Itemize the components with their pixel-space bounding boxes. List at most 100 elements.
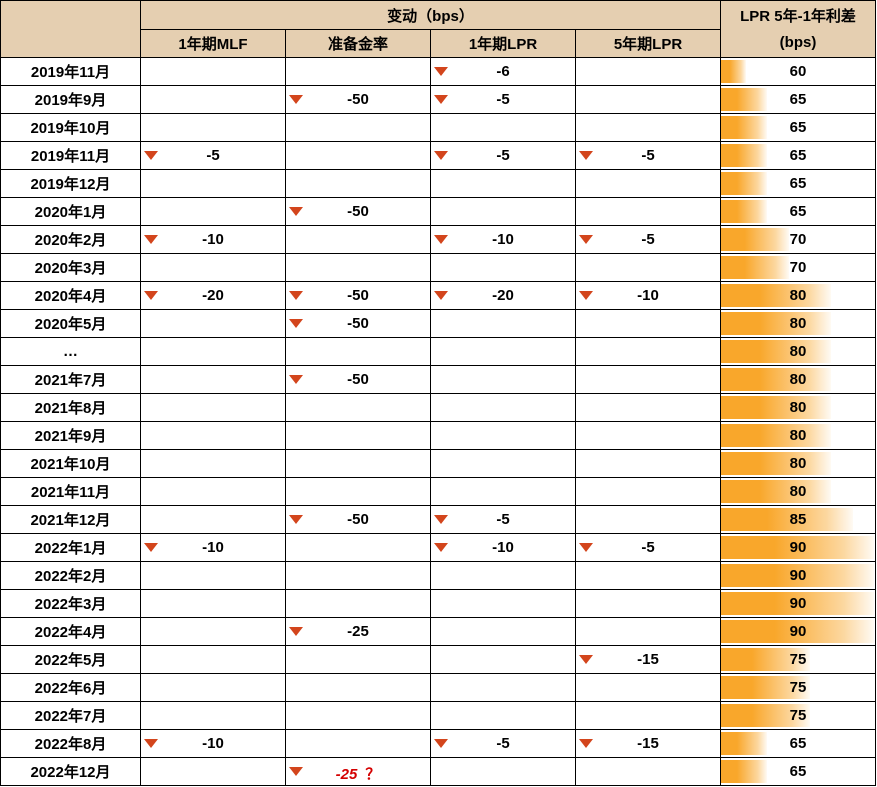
mlf-change-cell — [140, 645, 286, 674]
down-triangle-icon — [289, 207, 303, 216]
spread-value: 80 — [789, 483, 807, 500]
change-value: -50 — [287, 511, 430, 528]
lpr5y-change-cell — [575, 197, 721, 226]
change-value: -25 — [287, 623, 430, 640]
spread-cell: 80 — [720, 449, 876, 478]
table-row: 2022年5月 -15 75 — [0, 645, 876, 674]
change-value: -10 — [432, 231, 575, 248]
spread-data-bar — [721, 536, 874, 559]
spread-value: 65 — [789, 175, 807, 192]
spread-value: 80 — [789, 427, 807, 444]
period-cell: 2022年3月 — [0, 589, 141, 618]
spread-cell: 75 — [720, 645, 876, 674]
table-row: 2021年10月 80 — [0, 449, 876, 478]
down-triangle-icon — [289, 291, 303, 300]
spread-data-bar — [721, 312, 832, 335]
down-triangle-icon — [144, 291, 158, 300]
lpr1y-change-cell — [430, 449, 576, 478]
lpr5y-change-cell — [575, 617, 721, 646]
change-number: -5 — [496, 735, 510, 752]
change-number: -10 — [202, 539, 224, 556]
mlf-change-cell — [140, 421, 286, 450]
mlf-column-header: 1年期MLF — [140, 29, 286, 58]
change-number: -15 — [637, 651, 659, 668]
spread-cell: 65 — [720, 757, 876, 786]
spread-cell: 65 — [720, 85, 876, 114]
lpr1y-change-cell: -5 — [430, 141, 576, 170]
down-triangle-icon — [434, 67, 448, 76]
lpr1y-change-cell: -6 — [430, 57, 576, 86]
spread-data-bar — [721, 200, 768, 223]
change-number: -50 — [347, 91, 369, 108]
lpr1y-change-cell — [430, 393, 576, 422]
spread-value: 65 — [789, 119, 807, 136]
lpr1y-change-cell — [430, 337, 576, 366]
change-value: -50 — [287, 91, 430, 108]
down-triangle-icon — [434, 151, 448, 160]
spread-cell: 90 — [720, 533, 876, 562]
rrr-change-cell: -50 — [285, 85, 431, 114]
lpr5y-change-cell: -10 — [575, 281, 721, 310]
lpr5y-change-cell: -5 — [575, 225, 721, 254]
spread-value: 65 — [789, 735, 807, 752]
spread-cell: 80 — [720, 337, 876, 366]
mlf-change-cell — [140, 589, 286, 618]
spread-value: 65 — [789, 147, 807, 164]
down-triangle-icon — [289, 515, 303, 524]
change-value: -5 — [577, 231, 720, 248]
rrr-change-cell: -50 — [285, 365, 431, 394]
change-number: -50 — [347, 371, 369, 388]
mlf-change-cell — [140, 197, 286, 226]
rrr-change-cell: -25 — [285, 617, 431, 646]
down-triangle-icon — [144, 543, 158, 552]
period-cell: 2022年6月 — [0, 673, 141, 702]
down-triangle-icon — [144, 235, 158, 244]
table-row: 2019年11月 -6 60 — [0, 57, 876, 86]
change-number: -10 — [492, 231, 514, 248]
down-triangle-icon — [434, 235, 448, 244]
table-row: 2022年1月 -10 -10 -5 90 — [0, 533, 876, 562]
table-row: 2022年6月 75 — [0, 673, 876, 702]
spread-data-bar — [721, 284, 832, 307]
change-value: -5 — [577, 539, 720, 556]
table-row: 2021年9月 80 — [0, 421, 876, 450]
rrr-change-cell — [285, 141, 431, 170]
period-cell: 2022年5月 — [0, 645, 141, 674]
lpr1y-change-cell — [430, 589, 576, 618]
change-number: -20 — [492, 287, 514, 304]
rrr-change-cell — [285, 533, 431, 562]
period-cell: 2021年11月 — [0, 477, 141, 506]
table-row: 2020年1月 -50 65 — [0, 197, 876, 226]
spread-data-bar — [721, 732, 768, 755]
spread-value: 75 — [789, 679, 807, 696]
change-number: -20 — [202, 287, 224, 304]
rrr-change-cell — [285, 421, 431, 450]
mlf-change-cell — [140, 617, 286, 646]
lpr1y-change-cell — [430, 169, 576, 198]
rrr-change-cell — [285, 253, 431, 282]
spread-data-bar — [721, 648, 810, 671]
change-number: -50 — [347, 315, 369, 332]
lpr1y-change-cell: -5 — [430, 85, 576, 114]
table-row: 2021年7月 -50 80 — [0, 365, 876, 394]
period-cell: 2019年12月 — [0, 169, 141, 198]
spread-value: 75 — [789, 707, 807, 724]
spread-data-bar — [721, 564, 874, 587]
change-number: -10 — [202, 735, 224, 752]
mlf-change-cell: -20 — [140, 281, 286, 310]
spread-header-line1: LPR 5年-1年利差 — [740, 7, 856, 25]
period-cell: 2022年2月 — [0, 561, 141, 590]
rrr-change-cell: -50 — [285, 197, 431, 226]
period-cell: 2021年8月 — [0, 393, 141, 422]
spread-cell: 80 — [720, 309, 876, 338]
period-header — [0, 0, 141, 58]
spread-data-bar — [721, 144, 768, 167]
down-triangle-icon — [144, 739, 158, 748]
table-row: … 80 — [0, 337, 876, 366]
spread-value: 80 — [789, 399, 807, 416]
spread-data-bar — [721, 424, 832, 447]
spread-data-bar — [721, 480, 832, 503]
lpr5y-change-cell — [575, 365, 721, 394]
mlf-change-cell — [140, 337, 286, 366]
spread-data-bar — [721, 396, 832, 419]
